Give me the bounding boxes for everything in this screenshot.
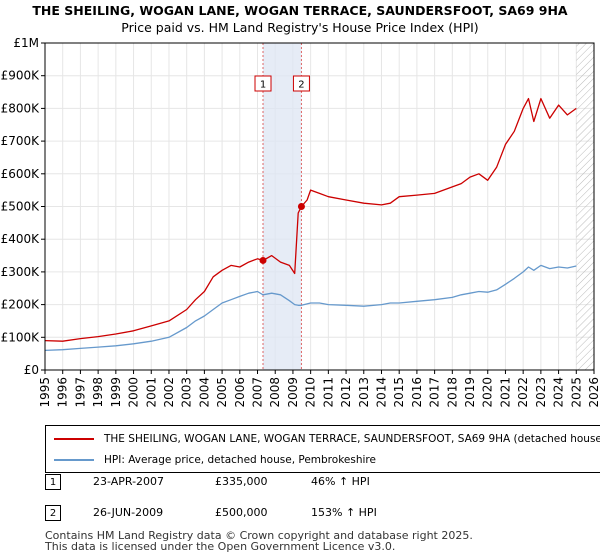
y-tick-label: £500K xyxy=(1,200,41,214)
x-tick-label: 1997 xyxy=(73,377,87,408)
sale-point xyxy=(297,203,305,210)
transaction-hpi-change: 153% ↑ HPI xyxy=(311,506,377,519)
transaction-hpi-change: 46% ↑ HPI xyxy=(311,475,370,488)
legend-swatch-hpi xyxy=(54,459,94,461)
x-tick-label: 2022 xyxy=(516,377,530,408)
x-tick-label: 2025 xyxy=(569,377,583,408)
x-tick-label: 2007 xyxy=(251,377,265,408)
y-tick-label: £100K xyxy=(1,330,41,344)
x-tick-label: 2018 xyxy=(445,377,459,408)
sale-label: 1 xyxy=(260,80,266,91)
x-tick-label: 2006 xyxy=(233,377,247,408)
x-tick-label: 1999 xyxy=(109,377,123,408)
transaction-price: £335,000 xyxy=(215,475,268,488)
sale-period-highlight xyxy=(263,43,302,370)
x-tick-label: 2005 xyxy=(215,377,229,408)
y-tick-label: £200K xyxy=(1,298,41,312)
x-tick-label: 2024 xyxy=(552,377,566,408)
y-tick-label: £600K xyxy=(1,167,41,181)
transaction-row: 1 23-APR-2007 £335,000 46% ↑ HPI xyxy=(45,474,595,492)
y-tick-label: £300K xyxy=(1,265,41,279)
x-tick-label: 2003 xyxy=(180,377,194,408)
x-tick-label: 2004 xyxy=(197,377,211,408)
chart-legend: THE SHEILING, WOGAN LANE, WOGAN TERRACE,… xyxy=(45,425,600,473)
footer-license: This data is licensed under the Open Gov… xyxy=(45,540,396,553)
property-price-line xyxy=(44,97,577,342)
y-tick-label: £0 xyxy=(24,363,39,377)
x-tick-label: 2011 xyxy=(321,377,335,408)
x-tick-label: 2023 xyxy=(534,377,548,408)
x-tick-label: 2014 xyxy=(374,377,388,408)
x-tick-label: 2016 xyxy=(410,377,424,408)
x-tick-label: 2009 xyxy=(286,377,300,408)
x-tick-label: 2001 xyxy=(144,377,158,408)
chart-title: THE SHEILING, WOGAN LANE, WOGAN TERRACE,… xyxy=(32,3,568,18)
x-tick-label: 2015 xyxy=(392,377,406,408)
sale-label-box xyxy=(254,75,272,92)
x-tick-label: 2013 xyxy=(357,377,371,408)
x-tick-label: 2010 xyxy=(304,377,318,408)
sale-point xyxy=(259,256,267,264)
x-tick-label: 2019 xyxy=(463,377,477,408)
legend-label-property: THE SHEILING, WOGAN LANE, WOGAN TERRACE,… xyxy=(104,433,600,445)
x-tick-label: 2020 xyxy=(481,377,495,408)
transaction-marker: 2 xyxy=(45,505,61,521)
y-tick-label: £700K xyxy=(1,134,41,148)
legend-item-hpi: HPI: Average price, detached house, Pemb… xyxy=(54,450,376,470)
x-tick-label: 2008 xyxy=(268,377,282,408)
hpi-line xyxy=(44,264,577,352)
transaction-date: 23-APR-2007 xyxy=(93,475,165,488)
x-tick-label: 2012 xyxy=(339,377,353,408)
y-tick-label: £400K xyxy=(1,232,41,246)
footer-attribution: Contains HM Land Registry data © Crown c… xyxy=(45,530,473,552)
forecast-hatch-region xyxy=(576,43,594,370)
x-tick-label: 2002 xyxy=(162,377,176,408)
x-tick-label: 1996 xyxy=(56,377,70,408)
transaction-marker: 1 xyxy=(45,474,61,490)
x-tick-label: 1998 xyxy=(91,377,105,408)
chart-subtitle: Price paid vs. HM Land Registry's House … xyxy=(121,20,479,35)
legend-swatch-property xyxy=(54,438,94,440)
footer-copyright: Contains HM Land Registry data © Crown c… xyxy=(45,529,473,542)
y-tick-label: £800K xyxy=(1,101,41,115)
x-tick-label: 2021 xyxy=(498,377,512,408)
transaction-price: £500,000 xyxy=(215,506,268,519)
sale-label-box xyxy=(292,75,310,92)
price-chart: 1 2 £0 £100K £200K £300K £400K £500K £600K £700K… xyxy=(1,36,600,408)
transaction-row: 2 26-JUN-2009 £500,000 153% ↑ HPI xyxy=(45,505,595,523)
x-tick-label: 1995 xyxy=(38,377,52,408)
transaction-date: 26-JUN-2009 xyxy=(93,506,164,519)
x-tick-label: 2017 xyxy=(428,377,442,408)
y-tick-label: £900K xyxy=(1,69,41,83)
legend-label-hpi: HPI: Average price, detached house, Pemb… xyxy=(104,454,376,466)
x-tick-label: 2000 xyxy=(127,377,141,408)
x-tick-label: 2026 xyxy=(587,377,600,408)
legend-item-property: THE SHEILING, WOGAN LANE, WOGAN TERRACE,… xyxy=(54,429,600,449)
sale-label: 2 xyxy=(298,80,304,91)
y-tick-label: £1M xyxy=(13,36,39,50)
